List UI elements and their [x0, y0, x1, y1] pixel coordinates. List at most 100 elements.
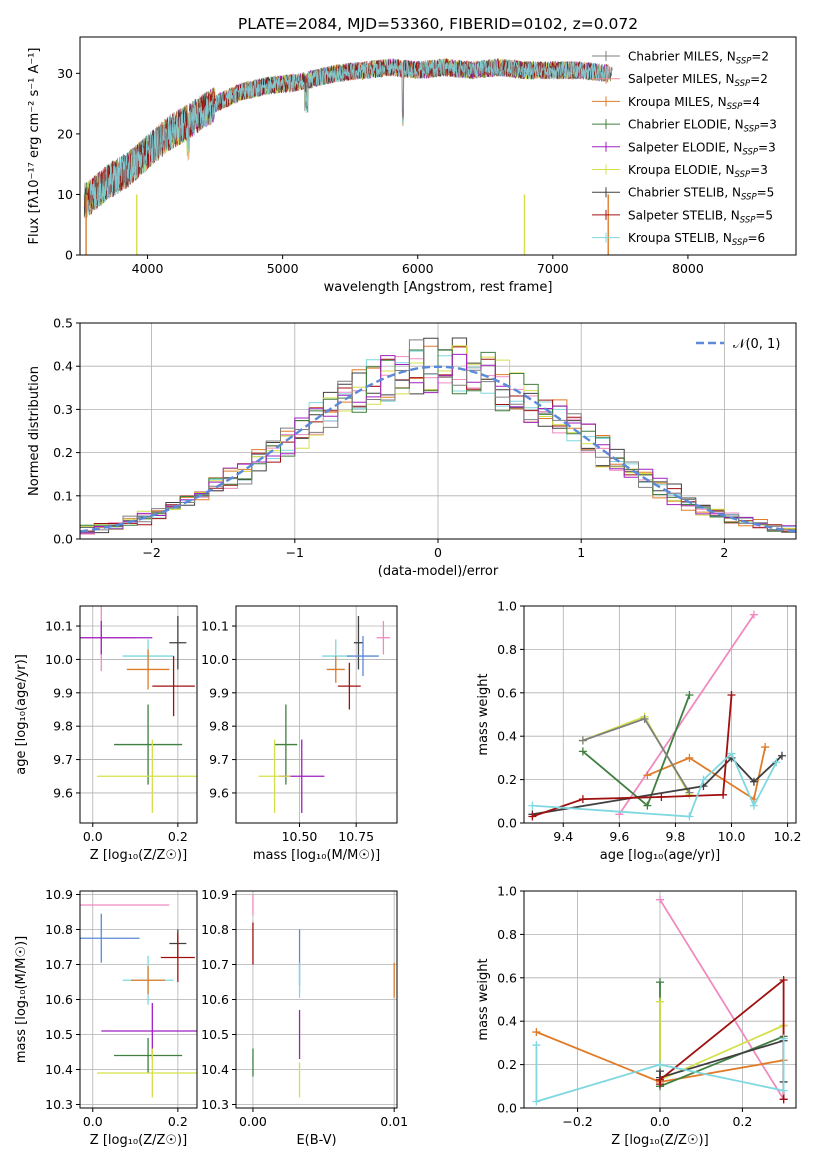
legend-label-subscript: SSP — [732, 238, 748, 248]
data-point — [777, 751, 786, 760]
legend-label-tail: =6 — [748, 231, 766, 245]
x-axis-label: Z [log₁₀(Z/Z☉)] — [90, 848, 187, 863]
y-tick-label: 10.7 — [201, 957, 229, 972]
legend-label-tail: =2 — [751, 50, 769, 64]
y-tick-label: 10.0 — [201, 652, 229, 667]
y-tick-label: 9.6 — [53, 785, 73, 800]
y-tick-label: 10.6 — [201, 992, 229, 1007]
data-point — [685, 690, 694, 699]
data-point — [532, 1041, 541, 1050]
x-tick-label: 7000 — [537, 261, 569, 276]
legend-label: Chabrier STELIB, NSSP=5 — [628, 186, 774, 203]
y-tick-label: 0.0 — [53, 532, 73, 547]
panel-1: 4000 5000 6000 7000 8000 0 10 20 30 wavelength [A… — [27, 36, 797, 295]
legend-label-subscript: SSP — [744, 125, 760, 135]
x-tick-label: 0.0 — [650, 1114, 670, 1129]
x-tick-label: 10.75 — [338, 829, 374, 844]
x-tick-label: 9.4 — [553, 829, 573, 844]
y-tick-label: 10.3 — [201, 1097, 229, 1112]
x-tick-label: 0.2 — [168, 829, 188, 844]
legend-label-tail: =3 — [758, 140, 776, 154]
panel-7: 0.00 0.01 10.3 10.4 10.5 10.6 10.7 10.8 10.9 E(B-… — [201, 887, 408, 1148]
data-point — [640, 714, 649, 723]
histogram-step-7 — [80, 353, 796, 534]
data-point — [532, 1097, 541, 1106]
y-tick-label: 10 — [57, 187, 73, 202]
x-tick-label: 0.2 — [732, 1114, 752, 1129]
y-tick-label: 10.6 — [45, 992, 73, 1007]
legend-label-main: Kroupa ELODIE, N — [628, 163, 735, 177]
y-axis-label: Flux [fλ10⁻¹⁷ erg cm⁻² s⁻¹ A⁻¹] — [27, 48, 42, 245]
y-tick-label: 10.7 — [45, 957, 73, 972]
y-tick-label: 0.4 — [53, 359, 73, 374]
plot-area — [258, 616, 391, 813]
x-tick-label: 1 — [577, 545, 585, 560]
plot-area — [532, 895, 788, 1106]
y-tick-label: 1.0 — [497, 599, 517, 614]
y-tick-label: 0.0 — [497, 1101, 517, 1116]
axes-frame — [79, 605, 198, 824]
legend-label: Salpeter ELODIE, NSSP=3 — [628, 140, 776, 157]
data-point — [749, 801, 758, 810]
data-point — [643, 771, 652, 780]
legend-label-main: Kroupa MILES, N — [628, 95, 727, 109]
data-point — [719, 790, 728, 799]
data-point — [772, 758, 781, 767]
x-tick-label: 10.2 — [774, 829, 802, 844]
data-point — [528, 801, 537, 810]
series-line-7 — [532, 752, 778, 818]
legend-label-main: Kroupa STELIB, N — [628, 231, 732, 245]
y-tick-label: 0.5 — [53, 316, 73, 331]
y-tick-label: 30 — [57, 66, 73, 81]
data-point — [749, 777, 758, 786]
histogram-step-8 — [80, 339, 796, 533]
y-axis-label: mass weight — [476, 673, 491, 755]
series-line-3 — [582, 715, 691, 796]
x-tick-label: 0.2 — [168, 1114, 188, 1129]
data-point — [656, 1075, 664, 1084]
x-tick-label: 0 — [434, 545, 442, 560]
legend-label-main: Chabrier MILES, N — [628, 50, 736, 64]
y-tick-label: 10.1 — [45, 619, 73, 634]
x-tick-label: −2 — [142, 545, 160, 560]
legend-label: Chabrier ELODIE, NSSP=3 — [628, 118, 777, 135]
plot-area — [80, 606, 197, 813]
panel-5: 9.4 9.6 9.8 10.0 10.2 0.0 0.2 0.4 0.6 0.8 1.0 age [… — [476, 599, 802, 864]
data-point — [532, 1028, 541, 1037]
data-point — [685, 753, 694, 762]
data-point — [779, 1095, 788, 1104]
series-line-1 — [647, 746, 767, 801]
plot-area — [528, 610, 786, 821]
plot-area — [83, 58, 613, 255]
legend-label-subscript: SSP — [742, 147, 758, 157]
axes-frame — [523, 605, 797, 824]
x-tick-label: −0.2 — [562, 1114, 592, 1129]
legend-label-tail: =5 — [755, 208, 773, 222]
x-tick-label: 2 — [720, 545, 728, 560]
series-line-0 — [659, 899, 785, 1100]
data-point — [656, 978, 664, 987]
data-point — [528, 812, 537, 821]
data-point — [656, 997, 664, 1006]
data-point — [656, 895, 664, 904]
legend-label-subscript: SSP — [735, 170, 751, 180]
y-tick-label: 10.8 — [201, 922, 229, 937]
y-tick-label: 1.0 — [497, 884, 517, 899]
y-tick-label: 0.6 — [497, 685, 517, 700]
legend-label-subscript: SSP — [736, 57, 752, 67]
x-tick-label: 0.0 — [83, 1114, 103, 1129]
panel-4: 10.50 10.75 9.6 9.7 9.8 9.9 10.0 10.1 mass [log₁… — [201, 605, 398, 863]
data-point — [578, 736, 587, 745]
y-tick-label: 0.4 — [497, 1014, 517, 1029]
legend-label-main: Chabrier ELODIE, N — [628, 118, 744, 132]
y-tick-label: 9.7 — [53, 752, 73, 767]
panel-3: 0.0 0.2 9.6 9.7 9.8 9.9 10.0 10.1 Z [log₁₀(Z/Z☉)… — [14, 605, 198, 863]
panel-2: −2 −1 0 1 2 0.0 0.1 0.2 0.3 0.4 0.5 (data-model)/er… — [27, 316, 797, 579]
gaussian-curve — [80, 365, 796, 533]
legend-label: Kroupa STELIB, NSSP=6 — [628, 231, 765, 248]
y-tick-label: 10.0 — [45, 652, 73, 667]
spectrum-line-8 — [85, 58, 609, 218]
x-tick-label: 4000 — [132, 261, 164, 276]
data-point — [779, 975, 788, 984]
